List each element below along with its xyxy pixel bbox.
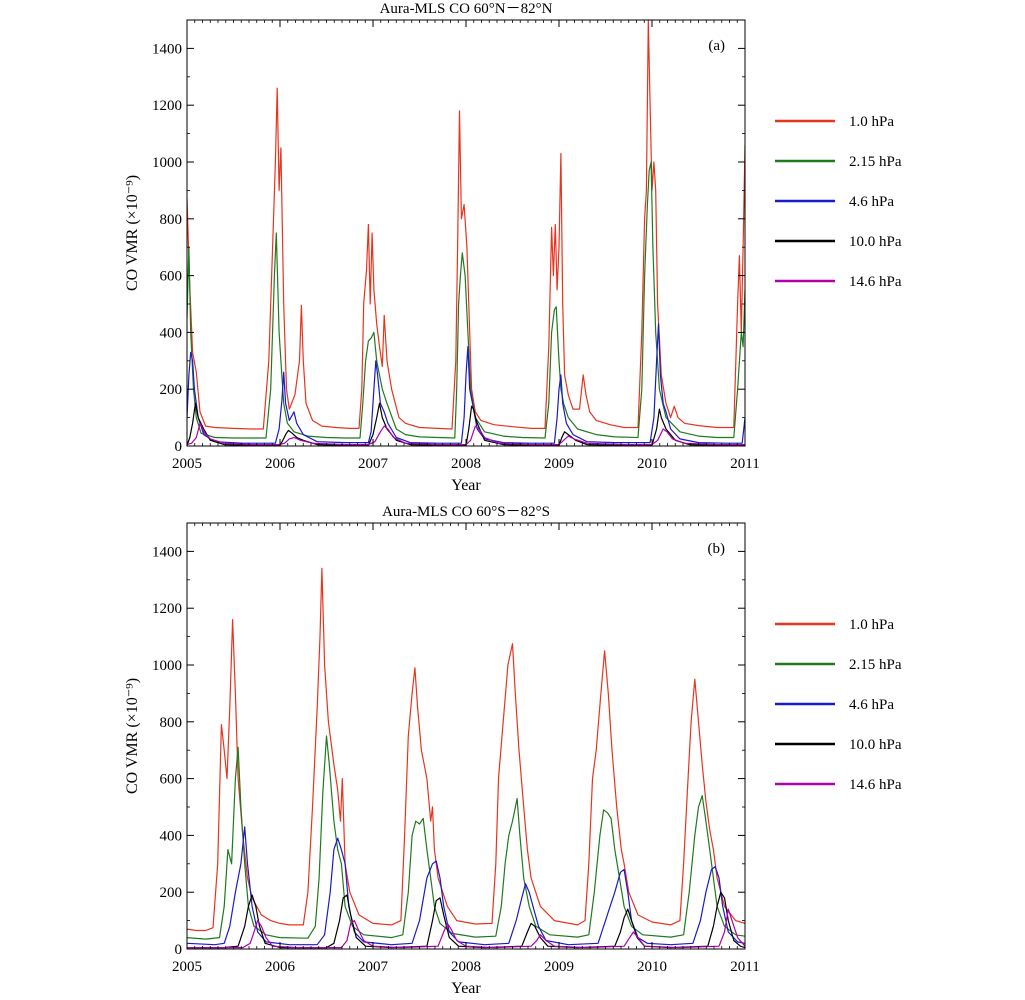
legend-label: 10.0 hPa	[849, 234, 902, 250]
chart-panel-b: 2005 2006 2007 2008 2009 2010 2011 0 200 400 600 80…	[124, 504, 902, 997]
y-tick-label: 1200	[152, 601, 182, 617]
x-tick-label: 2005	[172, 456, 202, 472]
x-tick-label: 2009	[544, 959, 574, 975]
legend-label: 1.0 hPa	[849, 617, 894, 633]
series-line-2-15-hpa	[187, 161, 745, 439]
y-tick-label: 0	[175, 439, 183, 455]
y-tick-label: 800	[160, 715, 183, 731]
legend-label: 14.6 hPa	[849, 777, 902, 793]
series-line-2-15-hpa	[187, 735, 745, 940]
y-tick-label: 600	[160, 269, 183, 285]
y-tick-label: 400	[160, 325, 183, 341]
chart-title: Aura-MLS CO 60°N－82°N	[380, 1, 553, 17]
x-tick-label: 2008	[451, 959, 481, 975]
y-axis-label: CO VMR (×10⁻⁹)	[124, 175, 141, 291]
y-tick-label: 1000	[152, 155, 182, 171]
legend-label: 4.6 hPa	[849, 194, 894, 210]
x-tick-label: 2006	[265, 456, 296, 472]
plot-frame	[186, 522, 746, 950]
series-line-14-6-hpa	[187, 908, 745, 949]
y-tick-label: 200	[160, 885, 183, 901]
x-tick-label: 2010	[637, 456, 667, 472]
y-tick-label: 400	[160, 828, 183, 844]
y-tick-label: 200	[160, 382, 183, 398]
x-axis-label: Year	[451, 477, 481, 494]
y-tick-label: 1400	[152, 544, 182, 560]
series-line-4-6-hpa	[187, 826, 745, 946]
x-tick-label: 2005	[172, 959, 202, 975]
legend-label: 10.0 hPa	[849, 737, 902, 753]
series-line-10-0-hpa	[187, 402, 745, 446]
chart-title: Aura-MLS CO 60°S－82°S	[382, 504, 550, 520]
x-tick-label: 2007	[358, 456, 389, 472]
y-tick-label: 1400	[152, 41, 182, 57]
legend-label: 2.15 hPa	[849, 154, 902, 170]
x-tick-label: 2008	[451, 456, 481, 472]
chart-panel-a: 2005 2006 2007 2008 2009 2010 2011 0 200 400 600 80…	[124, 1, 902, 494]
x-tick-label: 2009	[544, 456, 574, 472]
x-tick-label: 2006	[265, 959, 296, 975]
legend-label: 2.15 hPa	[849, 657, 902, 673]
y-tick-label: 1200	[152, 98, 182, 114]
series-line-4-6-hpa	[187, 323, 745, 444]
legend-label: 4.6 hPa	[849, 697, 894, 713]
y-axis-label: CO VMR (×10⁻⁹)	[124, 678, 141, 794]
x-tick-label: 2010	[637, 959, 667, 975]
legend-label: 14.6 hPa	[849, 274, 902, 290]
series-line-1-0-hpa	[187, 567, 745, 932]
y-tick-label: 1000	[152, 658, 182, 674]
x-axis-label: Year	[451, 980, 481, 997]
y-tick-label: 0	[175, 942, 183, 958]
x-tick-label: 2011	[730, 456, 759, 472]
x-tick-label: 2011	[730, 959, 759, 975]
legend-label: 1.0 hPa	[849, 114, 894, 130]
y-tick-label: 600	[160, 772, 183, 788]
panel-label: (a)	[708, 38, 725, 54]
y-tick-label: 800	[160, 212, 183, 228]
panel-label: (b)	[708, 541, 726, 557]
x-tick-label: 2007	[358, 959, 389, 975]
